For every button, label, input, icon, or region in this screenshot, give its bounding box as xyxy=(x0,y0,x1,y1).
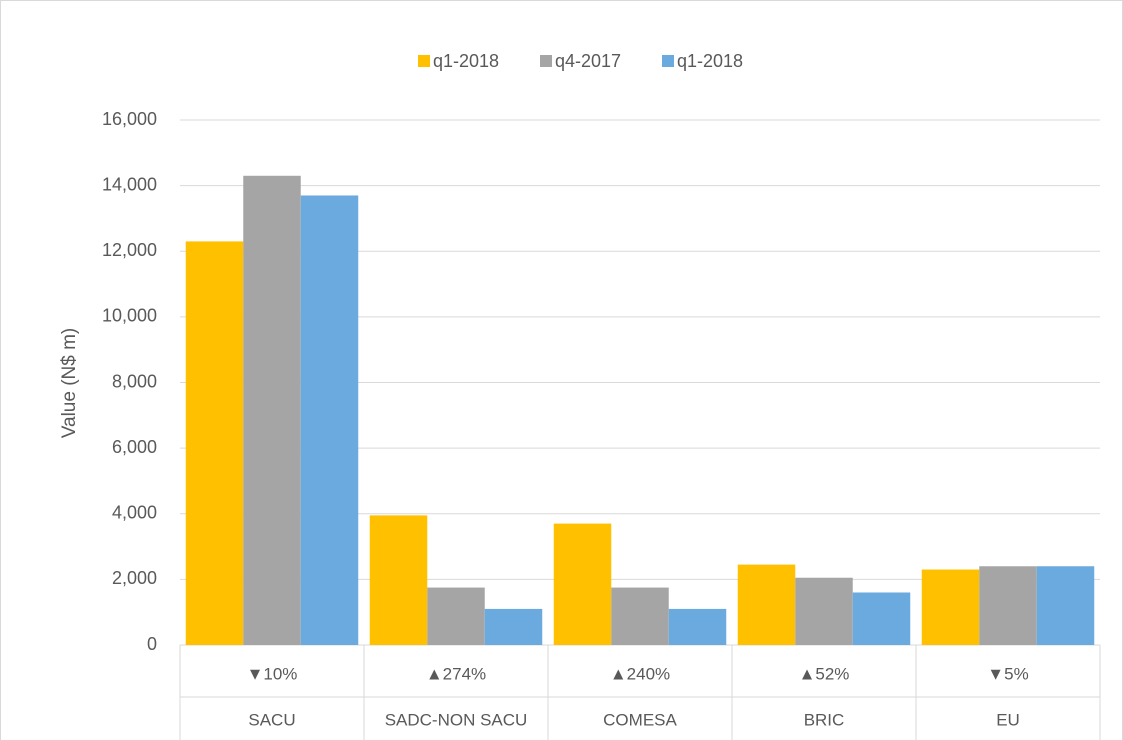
bar xyxy=(369,515,428,645)
bar xyxy=(795,577,853,645)
bar xyxy=(484,608,543,645)
category-annotation: ▼5% xyxy=(987,664,1028,683)
legend-swatch xyxy=(662,55,674,67)
bar xyxy=(852,592,911,645)
y-tick-label: 0 xyxy=(147,634,157,654)
bar xyxy=(185,241,244,645)
bar xyxy=(921,569,980,645)
x-tick-label: EU xyxy=(996,710,1020,729)
bar xyxy=(737,564,796,645)
y-tick-label: 12,000 xyxy=(102,240,157,260)
y-tick-label: 6,000 xyxy=(112,437,157,457)
legend-swatch xyxy=(540,55,552,67)
category-annotation: ▲274% xyxy=(426,664,486,683)
bar xyxy=(668,608,727,645)
bar xyxy=(979,566,1037,645)
bar xyxy=(553,523,612,645)
bar xyxy=(300,195,359,645)
legend-label: q1-2018 xyxy=(677,51,743,71)
x-tick-label: SADC-NON SACU xyxy=(385,710,528,729)
bar xyxy=(611,587,669,645)
legend-swatch xyxy=(418,55,430,67)
y-tick-label: 4,000 xyxy=(112,503,157,523)
bar xyxy=(243,175,301,645)
category-annotation: ▲240% xyxy=(610,664,670,683)
legend-label: q1-2018 xyxy=(433,51,499,71)
bar xyxy=(1036,566,1095,645)
y-axis-label: Value (N$ m) xyxy=(59,328,80,439)
y-tick-label: 16,000 xyxy=(102,109,157,129)
y-tick-label: 10,000 xyxy=(102,306,157,326)
x-tick-label: SACU xyxy=(248,710,295,729)
y-tick-label: 14,000 xyxy=(102,174,157,194)
legend-label: q4-2017 xyxy=(555,51,621,71)
x-tick-label: COMESA xyxy=(603,710,677,729)
category-annotation: ▲52% xyxy=(799,664,850,683)
x-tick-label: BRIC xyxy=(804,710,845,729)
y-tick-label: 2,000 xyxy=(112,568,157,588)
category-annotation: ▼10% xyxy=(247,664,298,683)
y-tick-label: 8,000 xyxy=(112,371,157,391)
bar xyxy=(427,587,485,645)
